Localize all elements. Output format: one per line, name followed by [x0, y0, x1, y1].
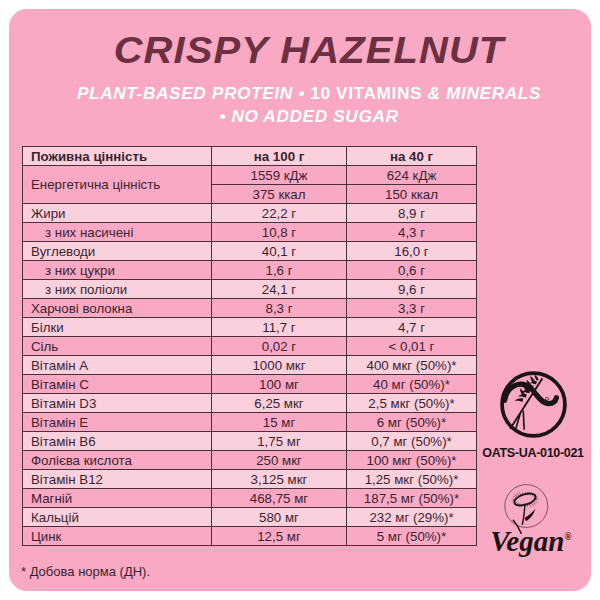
svg-text:R: R — [546, 398, 548, 400]
